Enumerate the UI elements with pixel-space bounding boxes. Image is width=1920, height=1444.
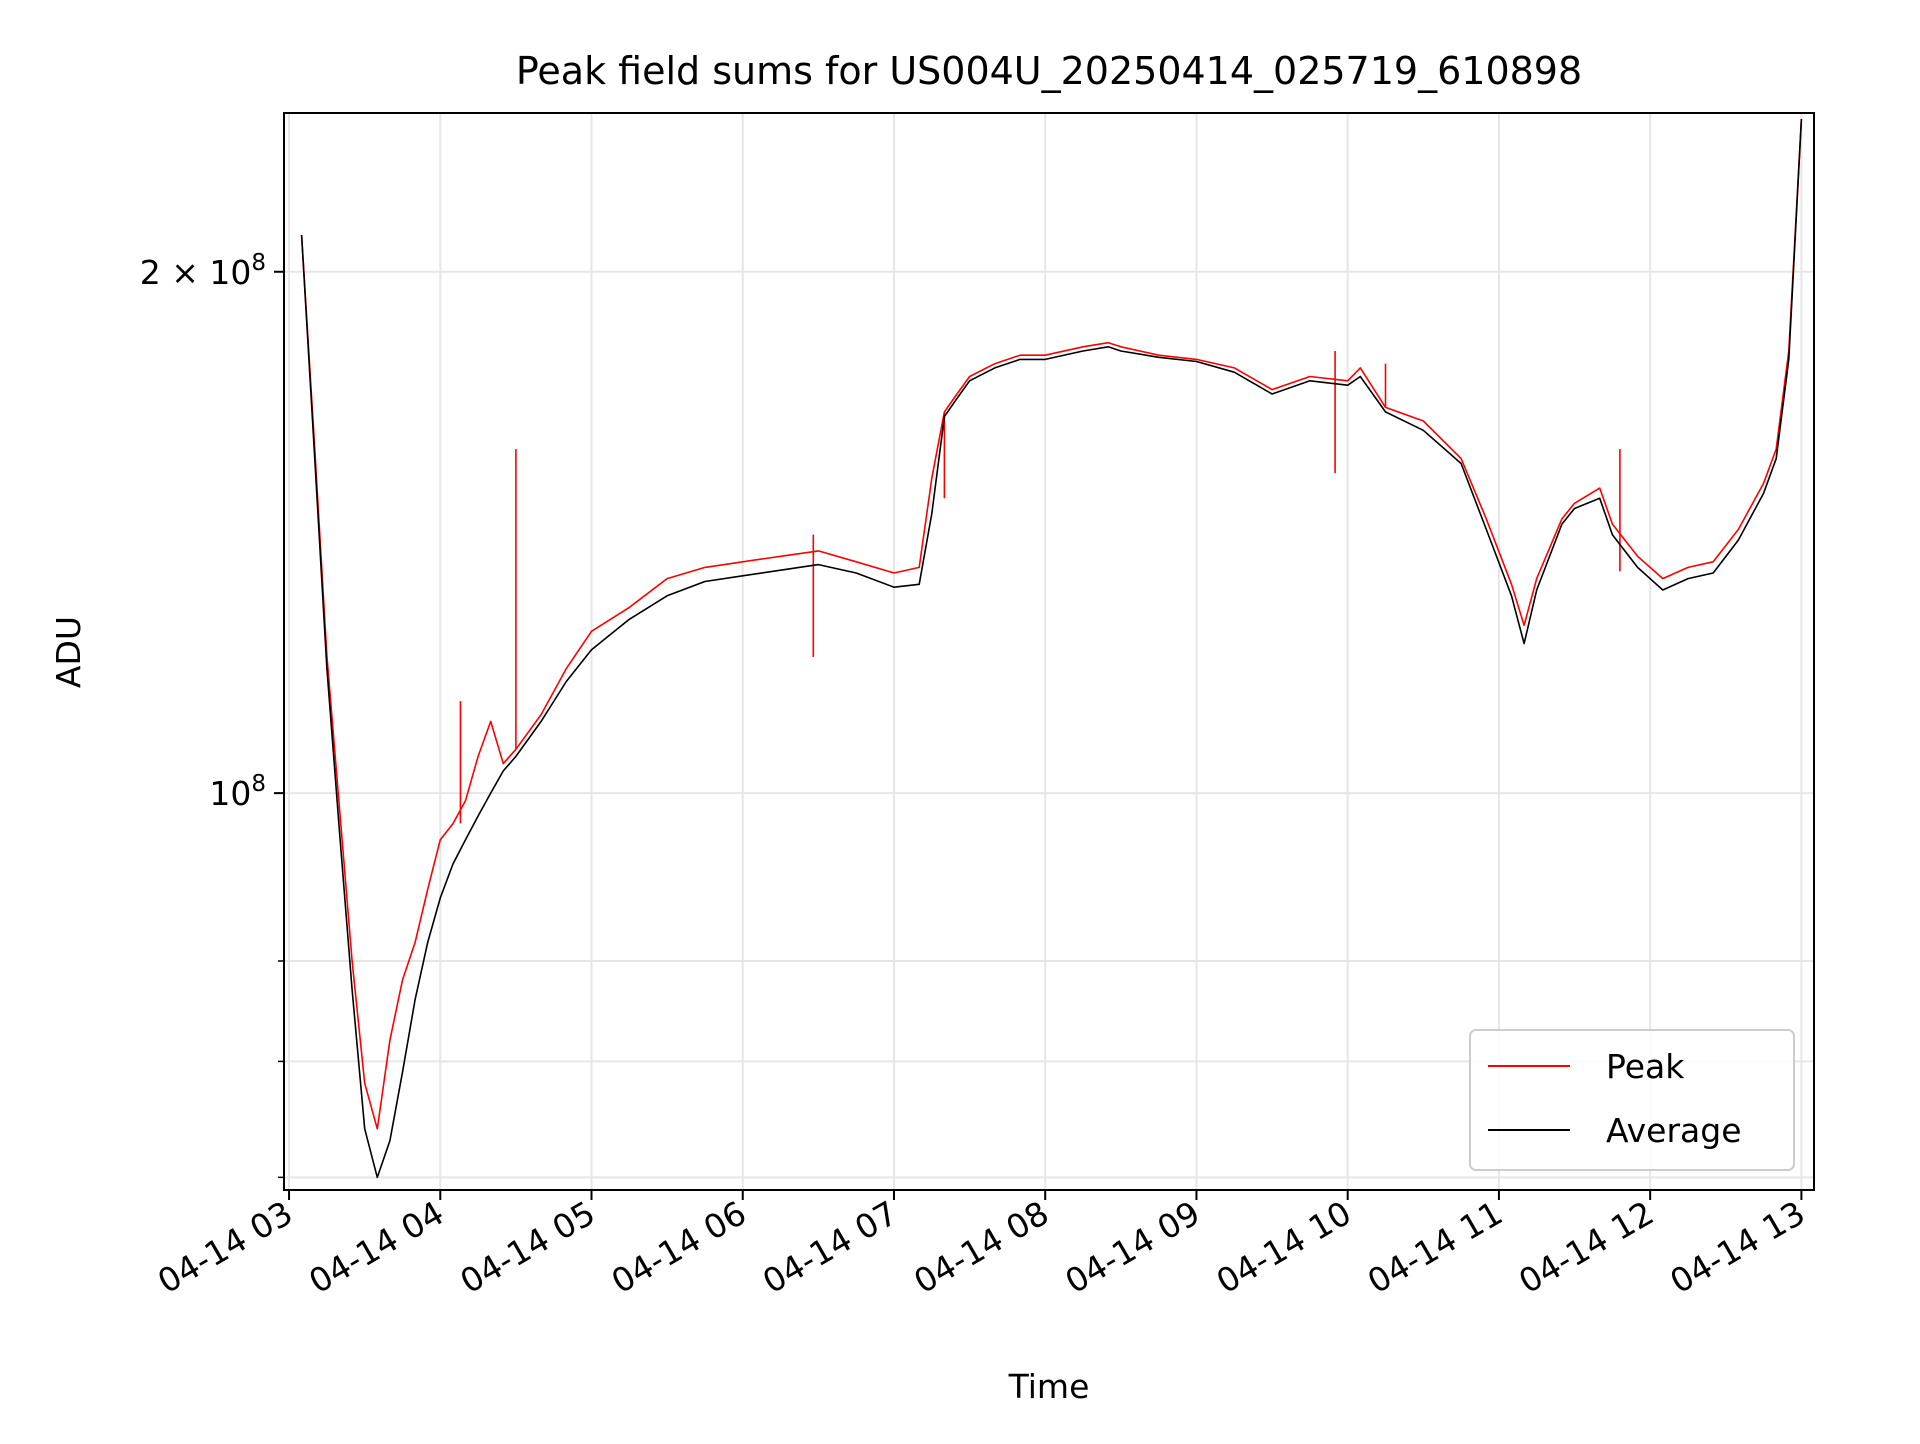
y-axis-label: ADU: [49, 616, 88, 688]
plot-frame: [283, 112, 1815, 1191]
series-layer: [300, 119, 1803, 1179]
x-axis-label: Time: [1008, 1367, 1090, 1406]
y-tick-label-0: 108: [209, 771, 266, 813]
y-tick-label-1: 2 × 108: [140, 250, 266, 292]
chart-title: Peak field sums for US004U_20250414_0257…: [516, 49, 1582, 93]
series-line-peak: [300, 119, 1803, 1130]
legend-average-label: Average: [1606, 1111, 1742, 1150]
series-line-average: [300, 119, 1803, 1179]
grid-layer: [284, 113, 1814, 1190]
legend-peak-label: Peak: [1606, 1047, 1685, 1086]
legend: Peak Average: [1469, 1029, 1795, 1171]
